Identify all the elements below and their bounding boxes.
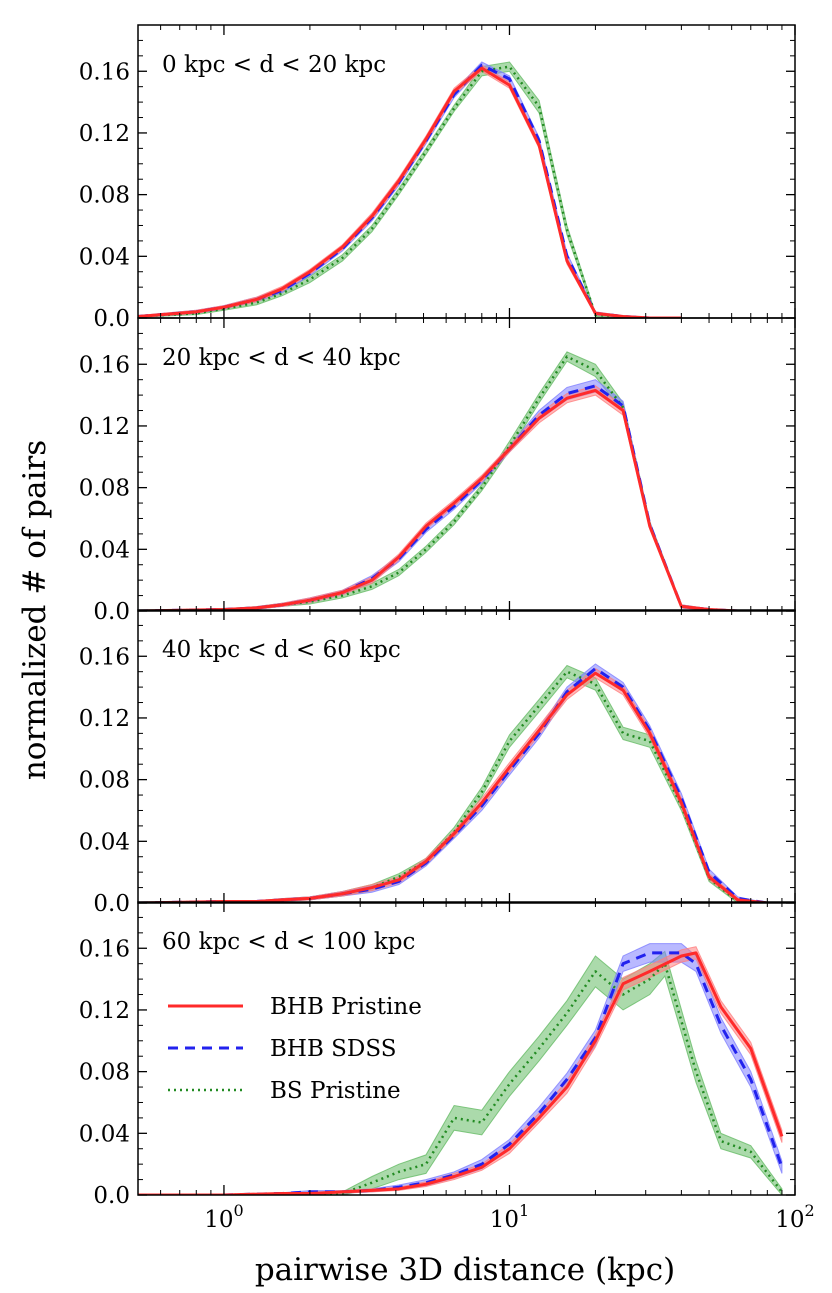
- panel-1-bhb_pristine-line: [138, 66, 682, 318]
- x-axis-label: pairwise 3D distance (kpc): [255, 1252, 675, 1288]
- panel-3: 0.0 0.04 0.08 0.12 0.16 40 kpc < d < 60 kpc: [79, 609, 796, 917]
- y-tick-label: 0.12: [79, 998, 130, 1024]
- panel-4-bhb_pristine-band: [138, 946, 783, 1195]
- panel-2-title: 20 kpc < d < 40 kpc: [162, 345, 401, 371]
- panel-1-bhb_pristine-band: [138, 64, 682, 318]
- y-tick-label: 0.08: [79, 768, 130, 794]
- legend-label-bs_pristine: BS Pristine: [270, 1078, 401, 1104]
- panel-3-title: 40 kpc < d < 60 kpc: [162, 637, 401, 663]
- x-tick-label: 100: [204, 1201, 243, 1233]
- y-tick-label: 0.08: [79, 1060, 130, 1086]
- y-tick-label: 0.04: [79, 537, 130, 563]
- panel-1-bhb_sdss-line: [138, 63, 682, 318]
- panel-2: 0.0 0.04 0.08 0.12 0.16 20 kpc < d < 40 kpc: [79, 317, 796, 625]
- panel-3-bs_pristine-line: [138, 670, 768, 903]
- y-tick-label: 0.0: [93, 1183, 130, 1209]
- panel-2-data: [138, 351, 768, 611]
- panel-4-bhb_pristine-line: [138, 951, 784, 1195]
- legend-label-bhb_pristine: BHB Pristine: [270, 994, 422, 1020]
- legend-label-bhb_sdss: BHB SDSS: [270, 1036, 396, 1062]
- panel-2-bhb_pristine-line: [138, 388, 768, 611]
- x-tick-label: 102: [775, 1201, 814, 1233]
- x-tick-label-base: 10: [490, 1207, 519, 1233]
- panel-4-data: [138, 943, 784, 1195]
- panel-1-bs_pristine-band: [138, 61, 682, 318]
- panel-3-bhb_pristine-line: [138, 671, 768, 903]
- panels: 0.00.040.080.120.16 0 kpc < d < 20 kpc0.0…: [79, 24, 815, 1233]
- panel-3-bhb_pristine-band: [138, 667, 768, 903]
- y-tick-label: 0.08: [79, 476, 130, 502]
- y-tick-label: 0.0: [93, 891, 130, 917]
- y-tick-label: 0.0: [93, 599, 130, 625]
- x-tick-label-base: 10: [775, 1207, 804, 1233]
- y-tick-label: 0.04: [79, 244, 130, 270]
- y-tick-label: 0.08: [79, 183, 130, 209]
- panel-2-frame: [137, 317, 796, 612]
- panel-2-bhb_pristine-band: [138, 385, 768, 611]
- y-tick-label: 0.12: [79, 121, 130, 147]
- panel-1-title: 0 kpc < d < 20 kpc: [162, 52, 386, 78]
- panel-4-bs_pristine-line: [138, 962, 783, 1195]
- y-tick-label: 0.16: [79, 59, 130, 85]
- panel-1: 0.0 0.04 0.08 0.12 0.16 0 kpc < d < 20 kpc: [79, 24, 796, 332]
- y-tick-label: 0.12: [79, 706, 130, 732]
- y-tick-label: 0.0: [93, 306, 130, 332]
- panel-3-frame: [137, 609, 796, 904]
- y-tick-label: 0.04: [79, 1121, 130, 1147]
- panel-4-bhb_sdss-band: [138, 943, 783, 1195]
- y-axis-label: normalized # of pairs: [17, 440, 53, 780]
- panel-2-bs_pristine-band: [138, 351, 768, 611]
- panel-2-bhb_sdss-line: [138, 384, 768, 611]
- panel-4-bs_pristine-band: [138, 950, 783, 1195]
- panel-4: 0.0 0.04 0.08 0.12 0.16 60 kpc < d < 100 kpc: [79, 901, 796, 1209]
- panel-2-bhb_sdss-band: [138, 379, 768, 611]
- x-tick-label-base: 10: [204, 1207, 233, 1233]
- panel-1-bhb_sdss-band: [138, 61, 682, 318]
- y-tick-label: 0.16: [79, 352, 130, 378]
- panel-1-bs_pristine-line: [138, 65, 682, 318]
- y-tick-label: 0.12: [79, 414, 130, 440]
- x-tick-label-exp: 1: [519, 1201, 529, 1220]
- legend: BHB Pristine BHB SDSS BS Pristine: [168, 994, 422, 1104]
- x-tick-label-exp: 0: [233, 1201, 243, 1220]
- y-tick-label: 0.04: [79, 829, 130, 855]
- panel-4-frame: [137, 901, 796, 1196]
- x-tick-labels: 100 101 102: [204, 1201, 815, 1233]
- panel-4-bhb_sdss-line: [138, 951, 784, 1195]
- y-tick-label: 0.16: [79, 936, 130, 962]
- panel-4-title: 60 kpc < d < 100 kpc: [162, 929, 415, 955]
- panel-3-data: [138, 663, 768, 903]
- x-tick-label-exp: 2: [805, 1201, 815, 1220]
- y-tick-label: 0.16: [79, 644, 130, 670]
- panel-2-bs_pristine-line: [138, 355, 768, 611]
- panel-1-data: [138, 61, 682, 318]
- x-tick-label: 101: [490, 1201, 529, 1233]
